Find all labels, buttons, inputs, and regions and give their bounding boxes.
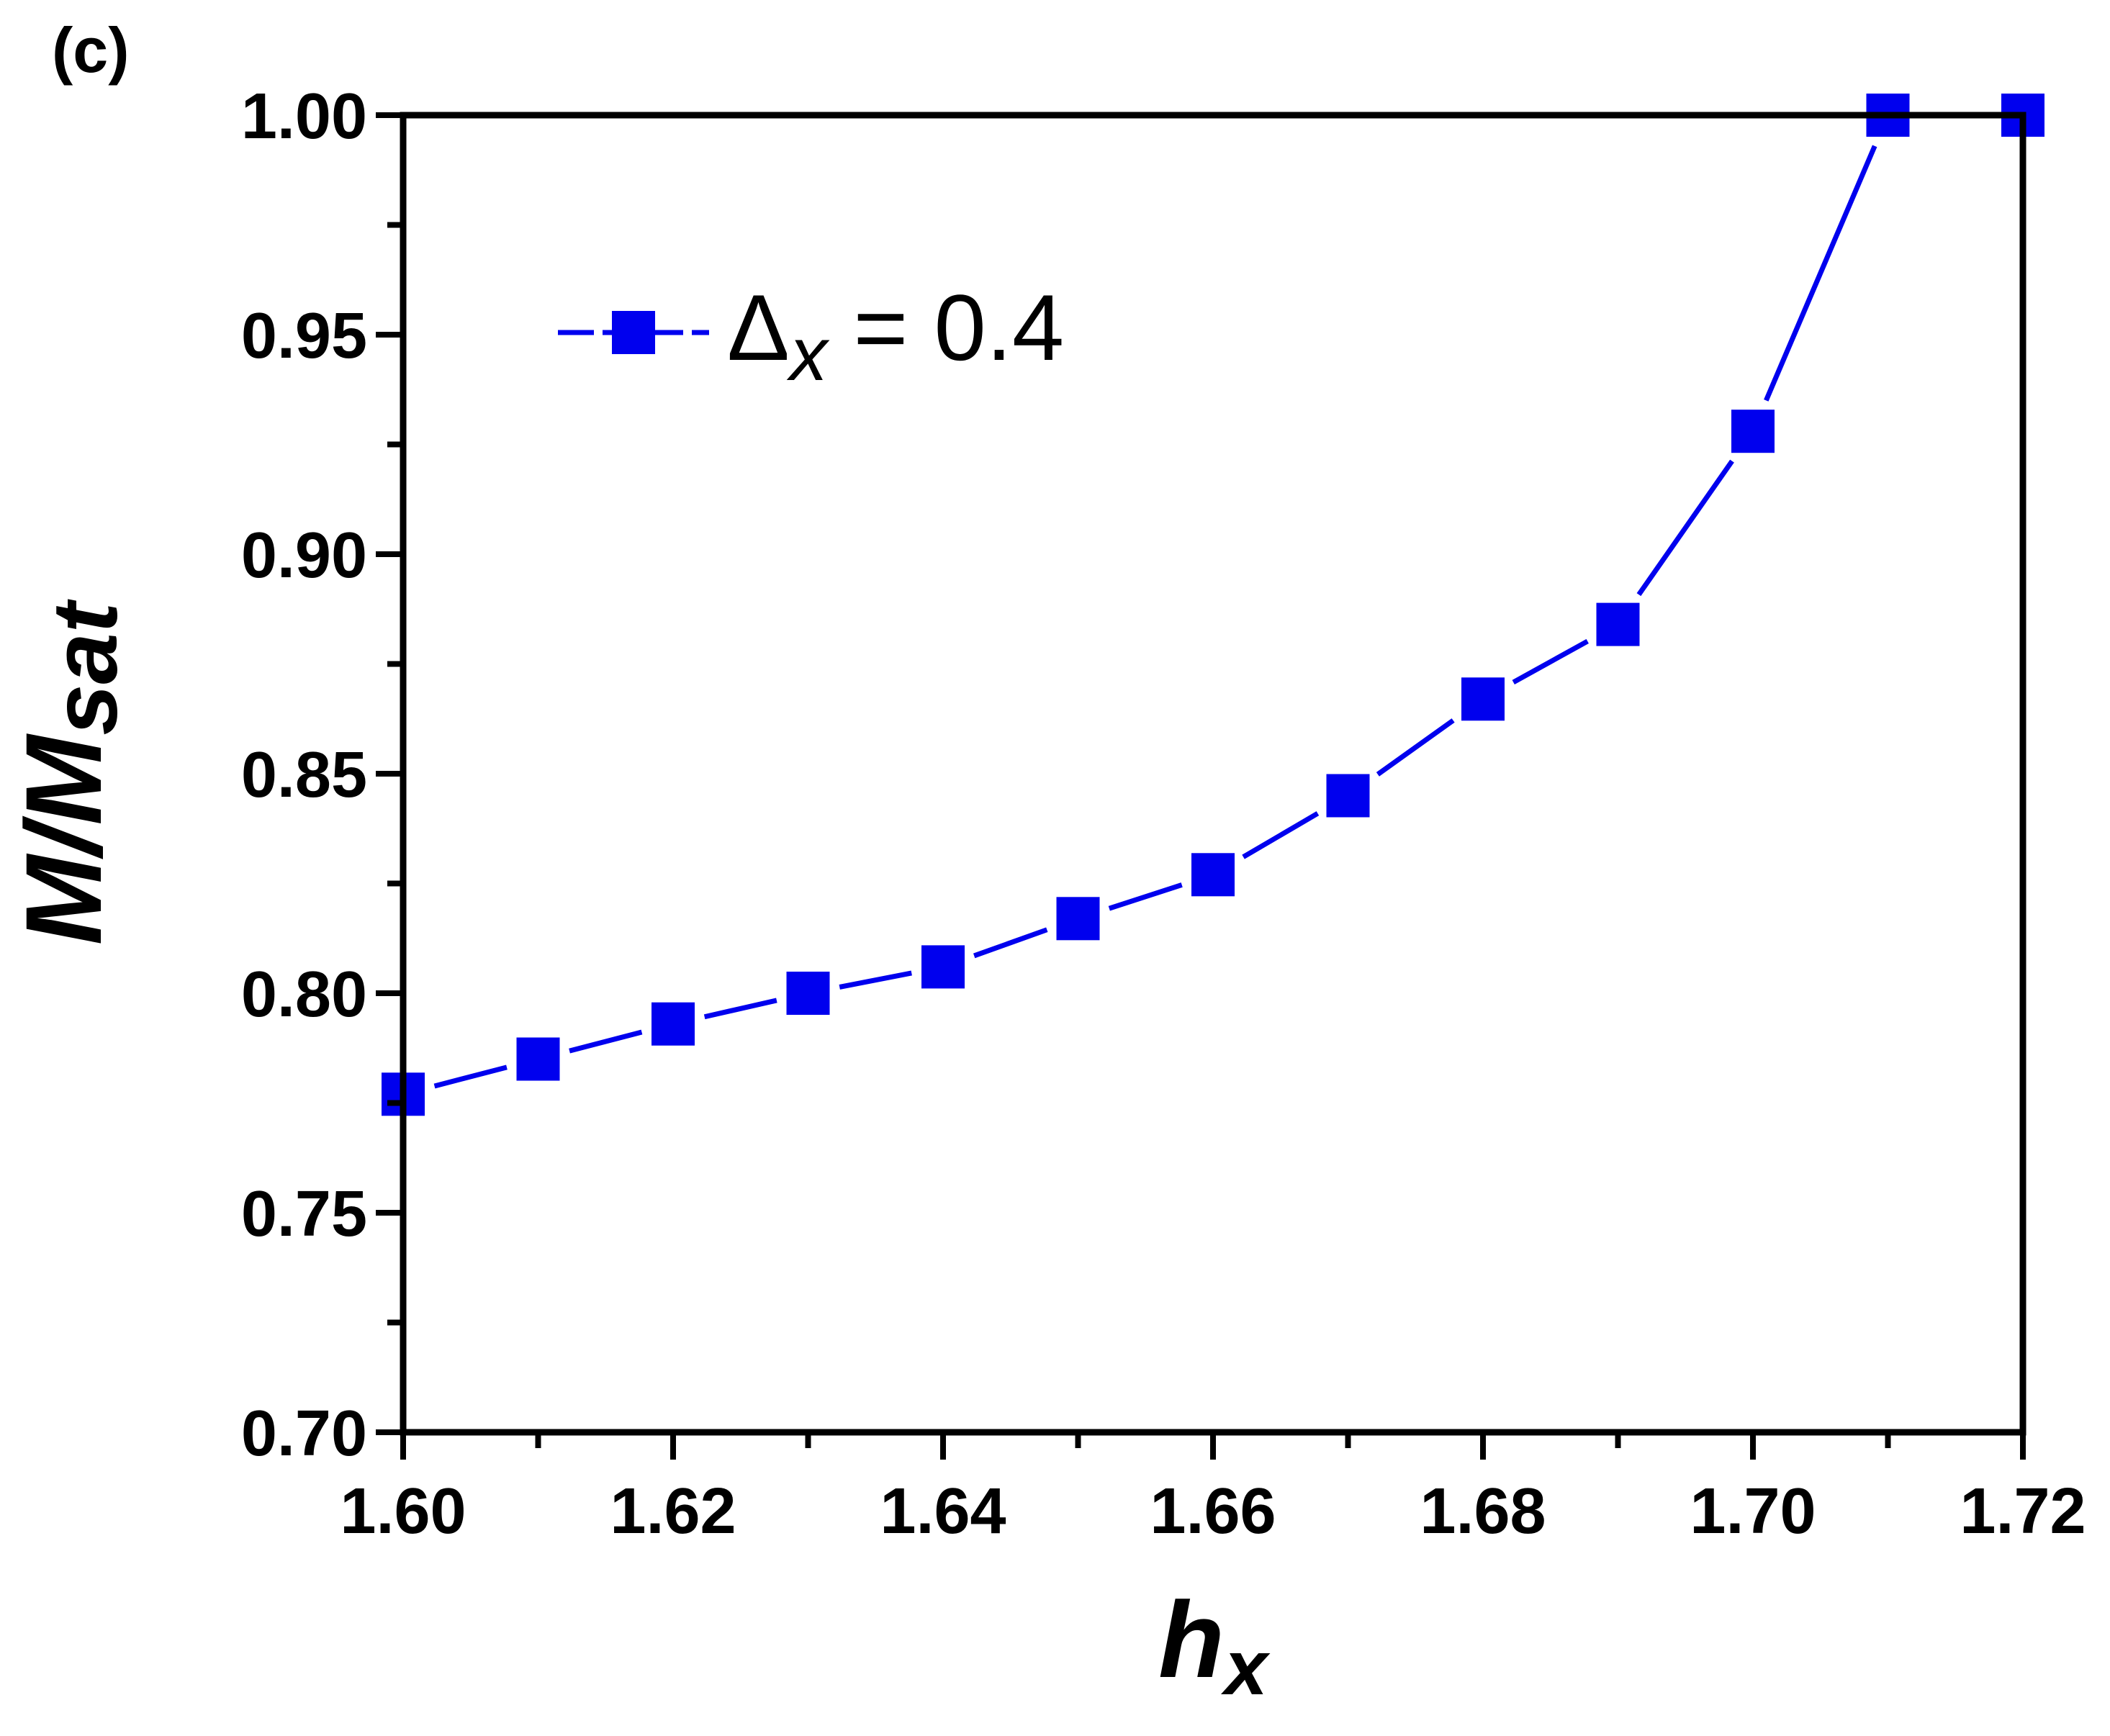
y-tick-label: 1.00: [241, 81, 367, 153]
x-axis-title: hx: [1158, 1579, 1271, 1711]
series-line-segment: [839, 970, 912, 990]
data-point: [1056, 897, 1100, 941]
data-point: [921, 945, 965, 989]
series-line-segment: [1108, 882, 1183, 911]
x-tick-label: 1.68: [1420, 1475, 1546, 1547]
legend-symbol: Δ: [727, 275, 790, 380]
panel-label: (c): [52, 14, 130, 86]
y-tick-label: 0.80: [241, 959, 367, 1031]
legend-subscript: x: [786, 312, 830, 397]
y-tick-label: 0.90: [241, 520, 367, 592]
x-axis: 1.60 1.62 1.64 1.66 1.68 1.70 1.72: [340, 1432, 2086, 1547]
data-point: [786, 972, 830, 1015]
x-tick-label: 1.66: [1150, 1475, 1276, 1547]
y-tick-label: 0.95: [241, 300, 367, 372]
series-line-segment: [703, 998, 777, 1020]
y-axis: 0.70 0.75 0.80 0.85 0.90 0.95 1.00: [241, 81, 403, 1470]
x-tick-label: 1.64: [880, 1475, 1006, 1547]
legend-label: Δx = 0.4: [727, 275, 1064, 397]
data-point: [1191, 853, 1235, 897]
data-point: [1596, 602, 1640, 646]
y-axis-title-main: M/M: [3, 733, 124, 946]
y-axis-title-subscript: sat: [34, 599, 137, 735]
legend-marker: [612, 311, 655, 354]
plot-area: [382, 94, 2044, 1116]
legend: Δx = 0.4: [558, 275, 1064, 397]
y-axis-title: M/Msat: [3, 599, 137, 945]
series-line-segment: [1636, 459, 1734, 597]
data-point: [652, 1002, 695, 1046]
x-tick-label: 1.60: [340, 1475, 466, 1547]
data-point: [1461, 677, 1505, 721]
data-point: [516, 1037, 560, 1081]
series-line-segment: [1242, 811, 1320, 859]
y-tick-label: 0.75: [241, 1178, 367, 1250]
y-tick-label: 0.70: [241, 1398, 367, 1470]
data-point: [1326, 774, 1370, 818]
series-line-segment: [433, 1064, 508, 1089]
x-tick-label: 1.62: [610, 1475, 736, 1547]
x-axis-title-main: h: [1158, 1579, 1225, 1700]
data-point: [1731, 410, 1775, 453]
series-line-segment: [1512, 638, 1589, 684]
plot-frame: [400, 112, 2026, 1436]
series-line-segment: [1764, 145, 1877, 402]
series-line-segment: [569, 1029, 643, 1054]
legend-value: = 0.4: [827, 275, 1064, 380]
y-tick-label: 0.85: [241, 739, 367, 811]
series-line-segment: [973, 927, 1048, 959]
series-line-segment: [1376, 718, 1455, 777]
x-tick-label: 1.70: [1690, 1475, 1816, 1547]
x-axis-title-subscript: x: [1221, 1624, 1271, 1711]
x-tick-label: 1.72: [1960, 1475, 2086, 1547]
